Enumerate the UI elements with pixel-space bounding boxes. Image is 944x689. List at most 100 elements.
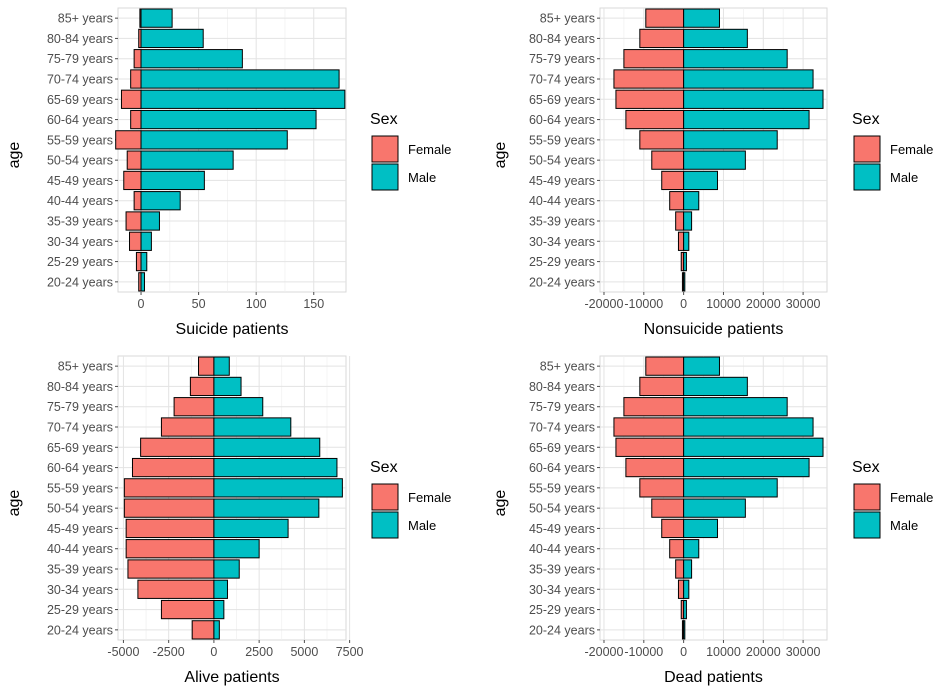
y-tick-label: 40-44 years [47, 542, 113, 556]
bar-male [683, 211, 693, 231]
x-axis-title: Alive patients [184, 669, 279, 686]
x-tick-label: 10000 [706, 297, 741, 311]
bar-male [213, 579, 228, 599]
x-tick-label: 10000 [706, 645, 741, 659]
bar-male [140, 170, 205, 191]
y-tick-label: 55-59 years [47, 481, 113, 495]
bar-male [683, 579, 690, 599]
bar-male [683, 376, 748, 397]
y-tick-label: 20-24 years [529, 275, 595, 289]
legend-title: Sex [852, 111, 880, 128]
bar-female [623, 397, 685, 417]
bar-female [669, 539, 685, 559]
bar-female [160, 599, 215, 620]
x-tick-label: 150 [303, 297, 324, 311]
bar-female [130, 109, 142, 130]
legend-label-female: Female [890, 490, 933, 505]
bar-male [683, 620, 686, 640]
bar-female [125, 518, 215, 539]
bar-female [115, 130, 142, 150]
y-tick-label: 65-69 years [529, 441, 595, 455]
legend-label-male: Male [408, 170, 436, 185]
legend-label-female: Female [408, 490, 451, 505]
bar-female [173, 397, 215, 417]
y-tick-label: 35-39 years [47, 563, 113, 577]
bar-female [127, 559, 215, 579]
y-tick-label: 55-59 years [47, 133, 113, 147]
bar-female [613, 69, 685, 89]
x-axis-title: Nonsuicide patients [644, 321, 784, 338]
y-axis-title: age [492, 142, 509, 169]
bar-male [140, 272, 145, 292]
y-axis-title: age [492, 490, 509, 517]
y-tick-label: 20-24 years [529, 623, 595, 637]
legend: Sex Female Male [370, 459, 451, 539]
legend-title: Sex [852, 459, 880, 476]
bar-female [661, 170, 685, 191]
legend-key-female [371, 483, 399, 511]
x-tick-label: -20000 [585, 297, 624, 311]
y-tick-label: 20-24 years [47, 275, 113, 289]
y-tick-label: 85+ years [58, 360, 113, 374]
bar-male [213, 437, 321, 457]
legend-key-male [371, 511, 399, 539]
bar-female [160, 417, 215, 437]
bar-male [683, 8, 720, 28]
bar-female [675, 559, 685, 579]
y-tick-label: 70-74 years [47, 73, 113, 87]
bar-female [125, 211, 142, 231]
bar-male [213, 356, 230, 376]
x-tick-label: -5000 [107, 645, 139, 659]
bar-female [140, 437, 215, 457]
y-tick-label: 65-69 years [47, 441, 113, 455]
bar-female [623, 49, 685, 69]
bar-male [140, 251, 148, 272]
bar-male [683, 356, 720, 376]
x-tick-label: 0 [210, 645, 217, 659]
y-tick-label: 45-49 years [529, 522, 595, 536]
bar-female [615, 89, 685, 109]
y-tick-label: 40-44 years [529, 542, 595, 556]
y-axis-title: age [6, 142, 23, 169]
bar-male [683, 559, 693, 579]
bar-male [683, 150, 746, 170]
y-tick-label: 40-44 years [47, 194, 113, 208]
y-tick-label: 80-84 years [529, 32, 595, 46]
y-axis-title: age [6, 490, 23, 517]
y-tick-label: 35-39 years [47, 215, 113, 229]
legend-key-female [371, 135, 399, 163]
bar-male [683, 417, 814, 437]
bar-female [639, 28, 685, 49]
bar-female [645, 356, 685, 376]
x-tick-label: -10000 [624, 645, 663, 659]
bar-female [123, 478, 215, 498]
x-tick-label: 30000 [786, 297, 821, 311]
bar-male [140, 130, 288, 150]
x-axis-title: Dead patients [664, 669, 763, 686]
y-tick-label: 55-59 years [529, 481, 595, 495]
bar-male [683, 28, 748, 49]
y-tick-label: 50-54 years [47, 154, 113, 168]
y-tick-label: 70-74 years [529, 421, 595, 435]
legend: Sex Female Male [370, 111, 451, 191]
y-tick-label: 55-59 years [529, 133, 595, 147]
x-tick-label: 5000 [290, 645, 318, 659]
bar-male [213, 599, 225, 620]
y-tick-label: 30-34 years [529, 235, 595, 249]
y-tick-label: 35-39 years [529, 215, 595, 229]
bar-male [683, 231, 690, 251]
bar-male [213, 397, 264, 417]
bar-male [140, 109, 317, 130]
y-tick-label: 70-74 years [47, 421, 113, 435]
x-tick-label: 20000 [746, 645, 781, 659]
y-tick-label: 75-79 years [529, 400, 595, 414]
legend-label-male: Male [408, 518, 436, 533]
x-tick-label: 7500 [336, 645, 364, 659]
bar-female [198, 356, 215, 376]
bar-male [213, 478, 343, 498]
x-tick-label: 30000 [786, 645, 821, 659]
bar-female [133, 191, 142, 211]
x-tick-label: -2500 [153, 645, 185, 659]
y-tick-label: 80-84 years [47, 32, 113, 46]
